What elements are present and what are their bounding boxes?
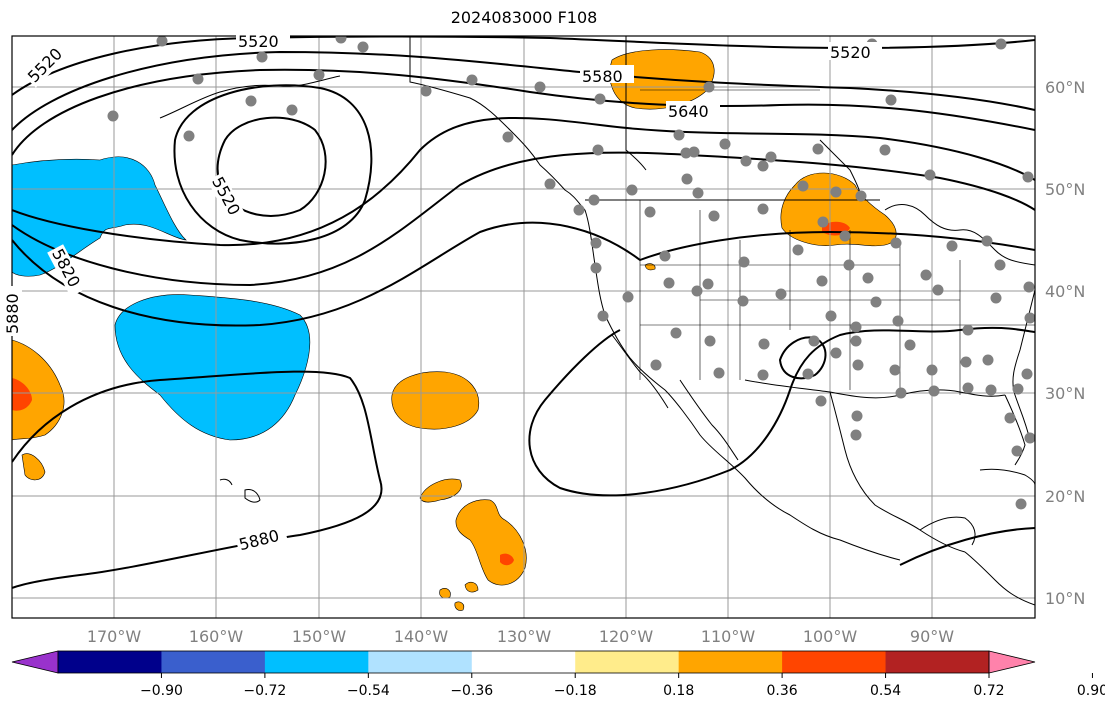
colorbar-tick-label: 0.36 (767, 683, 798, 699)
lat-label-60n: 60°N (1045, 78, 1085, 97)
orange-region-small-west (21, 453, 46, 481)
red-core-south (500, 553, 514, 566)
orange-region-tiny-3 (454, 601, 465, 611)
colorbar-tick-label: −0.54 (347, 683, 390, 699)
great-lakes (884, 204, 1035, 266)
contour-5820 (12, 221, 1035, 327)
lon-label-90w: 90°W (910, 627, 954, 646)
lat-label-40n: 40°N (1045, 282, 1085, 301)
red-core-west (12, 378, 32, 411)
lon-label-160w: 160°W (189, 627, 244, 646)
orange-region-central-pacific (391, 371, 480, 430)
colorbar-tick-label: −0.18 (554, 683, 597, 699)
colorbar-segment (678, 651, 783, 673)
colorbar-tick-label: −0.90 (140, 683, 183, 699)
lat-label-10n: 10°N (1045, 589, 1085, 608)
gulf-of-california (679, 379, 739, 461)
contour-label-5880-left: 5880 (3, 293, 22, 334)
colorbar-segment (161, 651, 266, 673)
colorbar-tick-label: 0.18 (663, 683, 694, 699)
latitude-labels: 60°N 50°N 40°N 30°N 20°N 10°N (1045, 78, 1085, 608)
colorbar: −0.90 −0.72 −0.54 −0.36 −0.18 0.18 0.36 0.54 0.7… (11, 650, 1105, 699)
station-dots (107, 36, 1035, 510)
colorbar-segment (264, 651, 369, 673)
hawaii-2 (244, 489, 261, 503)
lon-label-120w: 120°W (599, 627, 654, 646)
orange-region-tiny-2 (439, 588, 451, 599)
contour-south-east (899, 527, 1035, 566)
colorbar-ticks: −0.90 −0.72 −0.54 −0.36 −0.18 0.18 0.36 0.54 0.7… (140, 673, 1105, 699)
aleutians (159, 75, 341, 119)
contour-label-5520-top: 5520 (238, 32, 279, 51)
north-america-west-coast (584, 209, 901, 561)
orange-region-tiny-1 (464, 581, 479, 593)
colorbar-right-extension (988, 650, 1036, 674)
lat-label-50n: 50°N (1045, 180, 1085, 199)
orange-region-west (12, 339, 65, 441)
florida (1004, 394, 1026, 466)
contour-5520-ring (173, 84, 373, 245)
colorbar-frame (57, 650, 990, 674)
colorbar-tick-label: −0.72 (243, 683, 286, 699)
colorbar-left-extension (11, 650, 59, 674)
contour-label-5520-ne: 5520 (830, 43, 871, 62)
colorbar-tick-label: 0.54 (870, 683, 901, 699)
contour-label-5580: 5580 (582, 67, 623, 86)
contour-label-5640: 5640 (668, 102, 709, 121)
orange-region-plains (780, 172, 897, 247)
central-america (964, 551, 1035, 606)
colorbar-segment (885, 651, 990, 673)
colorbar-segment (471, 651, 576, 673)
alaska-border (625, 36, 647, 171)
contour-5580 (12, 50, 1035, 131)
hawaii-1 (219, 478, 233, 486)
lon-label-110w: 110°W (701, 627, 756, 646)
colorbar-tick-label: −0.36 (450, 683, 493, 699)
lon-label-170w: 170°W (87, 627, 142, 646)
blue-region-central (114, 294, 311, 441)
mexico-east (829, 391, 966, 553)
colorbar-segments (58, 651, 990, 673)
contour-5880-west (12, 370, 383, 589)
lon-label-150w: 150°W (292, 627, 347, 646)
contour-5880-east (528, 326, 1035, 497)
colorbar-segment (58, 651, 162, 673)
alaska-coast (409, 36, 586, 211)
map-title: 2024083000 F108 (450, 8, 598, 27)
colorbar-tick-label: 0.72 (973, 683, 1004, 699)
lat-label-30n: 30°N (1045, 384, 1085, 403)
lon-label-130w: 130°W (497, 627, 552, 646)
colorbar-segment (368, 651, 473, 673)
colorbar-tick-label: 0.90 (1077, 683, 1105, 699)
lat-label-20n: 20°N (1045, 487, 1085, 506)
colorbar-segment (782, 651, 887, 673)
cuba (979, 468, 1035, 486)
contour-5760 (12, 151, 1035, 287)
lon-label-100w: 100°W (803, 627, 858, 646)
lon-label-140w: 140°W (394, 627, 449, 646)
contour-5640 (12, 68, 1035, 156)
contour-5700 (12, 116, 1035, 247)
contour-small-loop (778, 336, 827, 380)
colorbar-segment (575, 651, 680, 673)
longitude-labels: 170°W 160°W 150°W 140°W 130°W 120°W 110°… (87, 627, 954, 646)
